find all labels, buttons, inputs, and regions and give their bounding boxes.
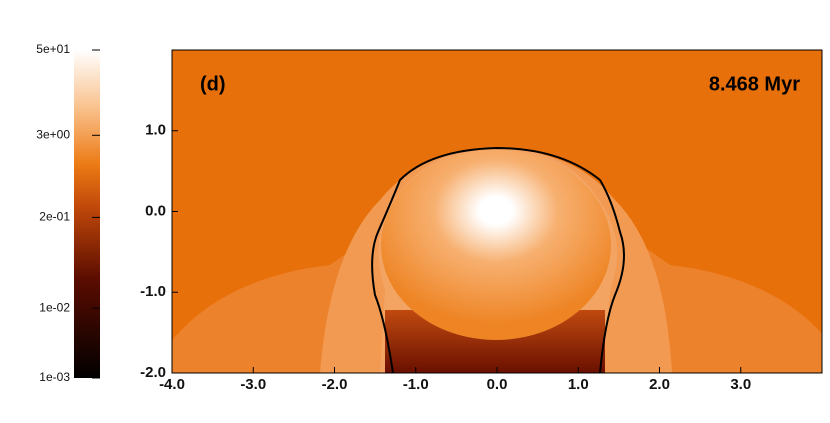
colorbar-tick-label: 1e-02 xyxy=(39,300,70,314)
panel-label: (d) xyxy=(200,73,226,95)
x-tick-label: -1.0 xyxy=(403,376,429,393)
colorbar-tick-label: 2e-01 xyxy=(39,210,70,224)
x-tick-label: 3.0 xyxy=(730,376,751,393)
density-map xyxy=(172,50,822,373)
y-tick-label: 1.0 xyxy=(145,122,166,139)
y-tick-label: 0.0 xyxy=(145,202,166,219)
time-annotation: 8.468 Myr xyxy=(709,73,800,95)
x-tick-label: 0.0 xyxy=(487,376,508,393)
x-tick-label: -3.0 xyxy=(240,376,266,393)
colorbar-tick-label: 3e+00 xyxy=(36,127,70,141)
y-tick-label: -1.0 xyxy=(140,283,166,300)
colorbar-tick-label: 5e+01 xyxy=(36,42,70,56)
x-tick-label: -4.0 xyxy=(159,376,185,393)
x-tick-label: 2.0 xyxy=(649,376,670,393)
x-tick-label: -2.0 xyxy=(322,376,348,393)
colorbar xyxy=(74,50,100,378)
colorbar-tick-label: 1e-03 xyxy=(39,370,70,384)
x-tick-label: 1.0 xyxy=(568,376,589,393)
y-tick-label: -2.0 xyxy=(140,364,166,381)
